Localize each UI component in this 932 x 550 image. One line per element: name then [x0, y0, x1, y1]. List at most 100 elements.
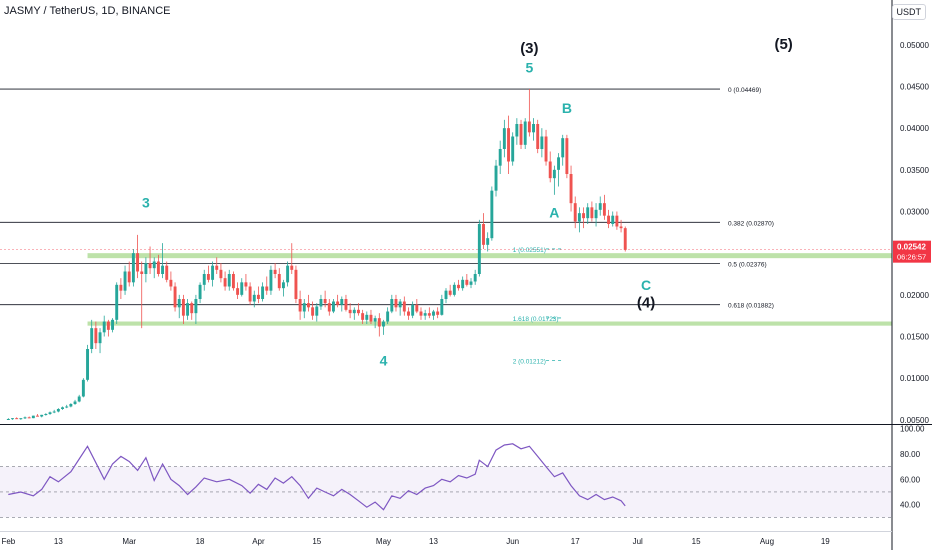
price-tick-label: 0.00500 [900, 416, 929, 425]
candle-body [248, 286, 252, 302]
candle-body [490, 190, 494, 239]
candle-body [219, 269, 223, 279]
candle-body [77, 396, 81, 402]
candle-body [557, 157, 561, 170]
candle-body [186, 303, 190, 316]
price-tick-label: 0.04500 [900, 83, 929, 92]
candle-body [69, 404, 73, 407]
candle-body [357, 309, 360, 314]
candle-body [261, 286, 265, 299]
candle-body [607, 215, 611, 224]
symbol-header: JASMY / TetherUS, 1D, BINANCE [4, 5, 171, 17]
candle-body [236, 288, 240, 295]
candle-body [423, 313, 427, 316]
elliott-wave-label: C [641, 277, 651, 293]
time-tick-label: 15 [692, 537, 701, 546]
candle-body [536, 124, 540, 149]
candle-body [540, 136, 544, 149]
candle-body [177, 299, 181, 308]
candle-body [519, 124, 523, 145]
fib-level-label: 0.618 (0.01882) [728, 303, 774, 310]
candle-body [106, 321, 110, 330]
candle-body [369, 314, 373, 322]
candle-body [461, 279, 465, 289]
candle-body [286, 265, 290, 283]
candle-body [44, 414, 48, 415]
candle-body [548, 161, 552, 179]
candle-body [340, 299, 344, 305]
candle-body [448, 290, 452, 295]
candle-body [148, 263, 152, 269]
time-tick-label: 13 [429, 537, 438, 546]
candle-body [523, 121, 527, 145]
candle-body [440, 299, 444, 315]
candle-body [269, 269, 273, 291]
candle-body [173, 286, 177, 308]
time-tick-label: 17 [571, 537, 580, 546]
candle-body [402, 301, 406, 312]
candle-body [473, 274, 477, 282]
elliott-wave-label: 5 [525, 59, 533, 75]
candle-body [361, 313, 365, 320]
candle-body [61, 407, 64, 409]
candle-body [352, 309, 356, 314]
elliott-wave-label: (5) [774, 36, 792, 53]
candle-body [415, 304, 419, 312]
candle-body [615, 215, 619, 227]
time-tick-label: Apr [252, 537, 265, 546]
candle-body [527, 121, 531, 133]
candle-body [477, 224, 481, 274]
candle-body [194, 299, 198, 314]
last-price-tag [893, 240, 931, 263]
candle-body [56, 409, 60, 412]
candle-body [140, 271, 144, 274]
candle-body [161, 265, 165, 274]
candle-body [452, 284, 456, 295]
candle-body [569, 174, 573, 204]
candle-body [311, 307, 315, 316]
currency-badge[interactable]: USDT [891, 4, 926, 20]
candle-body [152, 261, 156, 269]
candle-body [94, 328, 98, 344]
price-tick-label: 0.03500 [900, 166, 929, 175]
fib-level-label: 0.5 (0.02376) [728, 262, 767, 269]
rsi-line [8, 443, 626, 511]
candle-body [544, 136, 548, 162]
candle-body [123, 271, 127, 291]
candle-body [344, 299, 348, 310]
candle-body [281, 282, 285, 289]
candle-body [331, 301, 335, 312]
candle-body [394, 299, 398, 308]
candle-body [502, 128, 506, 149]
candle-body [552, 169, 556, 179]
support-zone [87, 321, 892, 326]
candle-body [398, 301, 402, 308]
elliott-wave-label: 4 [380, 353, 388, 369]
time-tick-label: Aug [760, 537, 774, 546]
time-tick-label: Mar [122, 537, 136, 546]
candle-body [507, 128, 510, 162]
candle-body [486, 238, 490, 245]
candle-body [469, 281, 473, 285]
candle-body [298, 299, 302, 312]
candle-body [419, 311, 423, 316]
candle-body [594, 209, 598, 219]
fib-extension-label: 2 (0.01212) [513, 359, 546, 366]
candle-body [444, 290, 448, 299]
candle-body [36, 415, 39, 417]
candle-body [277, 274, 281, 289]
candle-body [265, 286, 269, 291]
candle-body [98, 332, 102, 344]
candle-body [102, 321, 106, 333]
candle-body [86, 349, 89, 380]
candle-body [240, 282, 244, 295]
time-tick-label: 15 [312, 537, 321, 546]
candle-body [611, 215, 615, 224]
time-tick-label: Jul [633, 537, 643, 546]
candle-body [244, 282, 248, 287]
candle-body [290, 265, 294, 270]
candle-body [131, 253, 135, 283]
candle-body [136, 253, 140, 272]
candle-body [327, 303, 331, 312]
